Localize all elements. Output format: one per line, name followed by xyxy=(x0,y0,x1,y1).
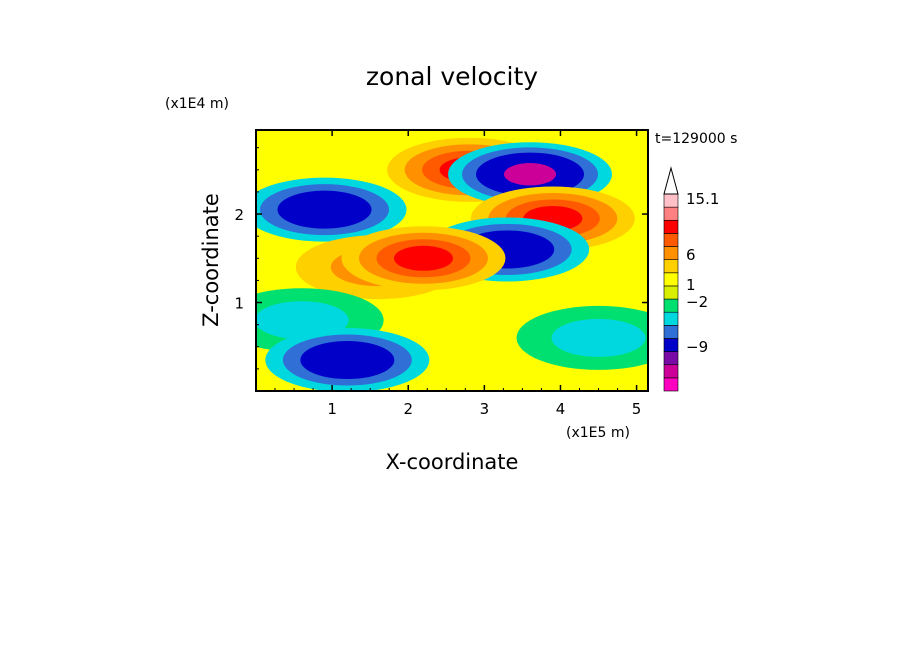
x-axis: 1 2 3 4 5 xyxy=(274,130,642,418)
x-unit-label: (x1E5 m) xyxy=(566,425,630,441)
colorbar-swatch xyxy=(663,193,679,208)
field-contour xyxy=(504,163,557,186)
velocity-field xyxy=(256,130,648,391)
colorbar-swatch xyxy=(663,259,679,274)
colorbar: 15.1 6 1−2 −9 xyxy=(663,166,719,392)
colorbar-swatch xyxy=(663,325,679,339)
x-axis-label: X-coordinate xyxy=(386,450,519,474)
colorbar-swatch xyxy=(663,246,679,260)
field-contour xyxy=(393,245,453,271)
colorbar-swatch xyxy=(663,206,679,221)
x-tick-label: 5 xyxy=(632,400,642,418)
colorbar-swatch xyxy=(663,311,679,326)
y-axis-label: Z-coordinate xyxy=(199,193,223,327)
x-tick-label: 3 xyxy=(480,400,490,418)
colorbar-swatch xyxy=(663,219,679,234)
colorbar-label: −2 xyxy=(686,293,708,311)
field-contour xyxy=(551,318,646,357)
colorbar-swatch xyxy=(663,364,679,379)
colorbar-label: 15.1 xyxy=(686,190,719,208)
x-tick-label: 2 xyxy=(403,400,413,418)
x-tick-label: 1 xyxy=(327,400,337,418)
colorbar-swatch xyxy=(663,298,679,313)
y-unit-label: (x1E4 m) xyxy=(165,96,229,112)
colorbar-swatch xyxy=(663,233,679,247)
colorbar-swatch xyxy=(663,272,679,287)
colorbar-label: 6 xyxy=(686,246,696,264)
colorbar-arrow xyxy=(663,166,679,195)
colorbar-swatch xyxy=(663,338,679,352)
plot-frame xyxy=(255,129,649,392)
colorbar-swatch xyxy=(663,377,679,392)
colorbar-swatch xyxy=(663,351,679,366)
time-label: t=129000 s xyxy=(655,131,737,147)
x-tick-label: 4 xyxy=(556,400,566,418)
colorbar-label: 1 xyxy=(686,276,696,294)
y-axis: 12 xyxy=(234,147,648,370)
y-tick-label: 2 xyxy=(234,206,244,224)
field-contour xyxy=(295,197,355,223)
y-tick-label: 1 xyxy=(234,295,244,313)
field-contour xyxy=(317,347,377,373)
colorbar-label: −9 xyxy=(686,338,708,356)
colorbar-swatch xyxy=(663,285,679,300)
chart-title: zonal velocity xyxy=(366,62,538,91)
